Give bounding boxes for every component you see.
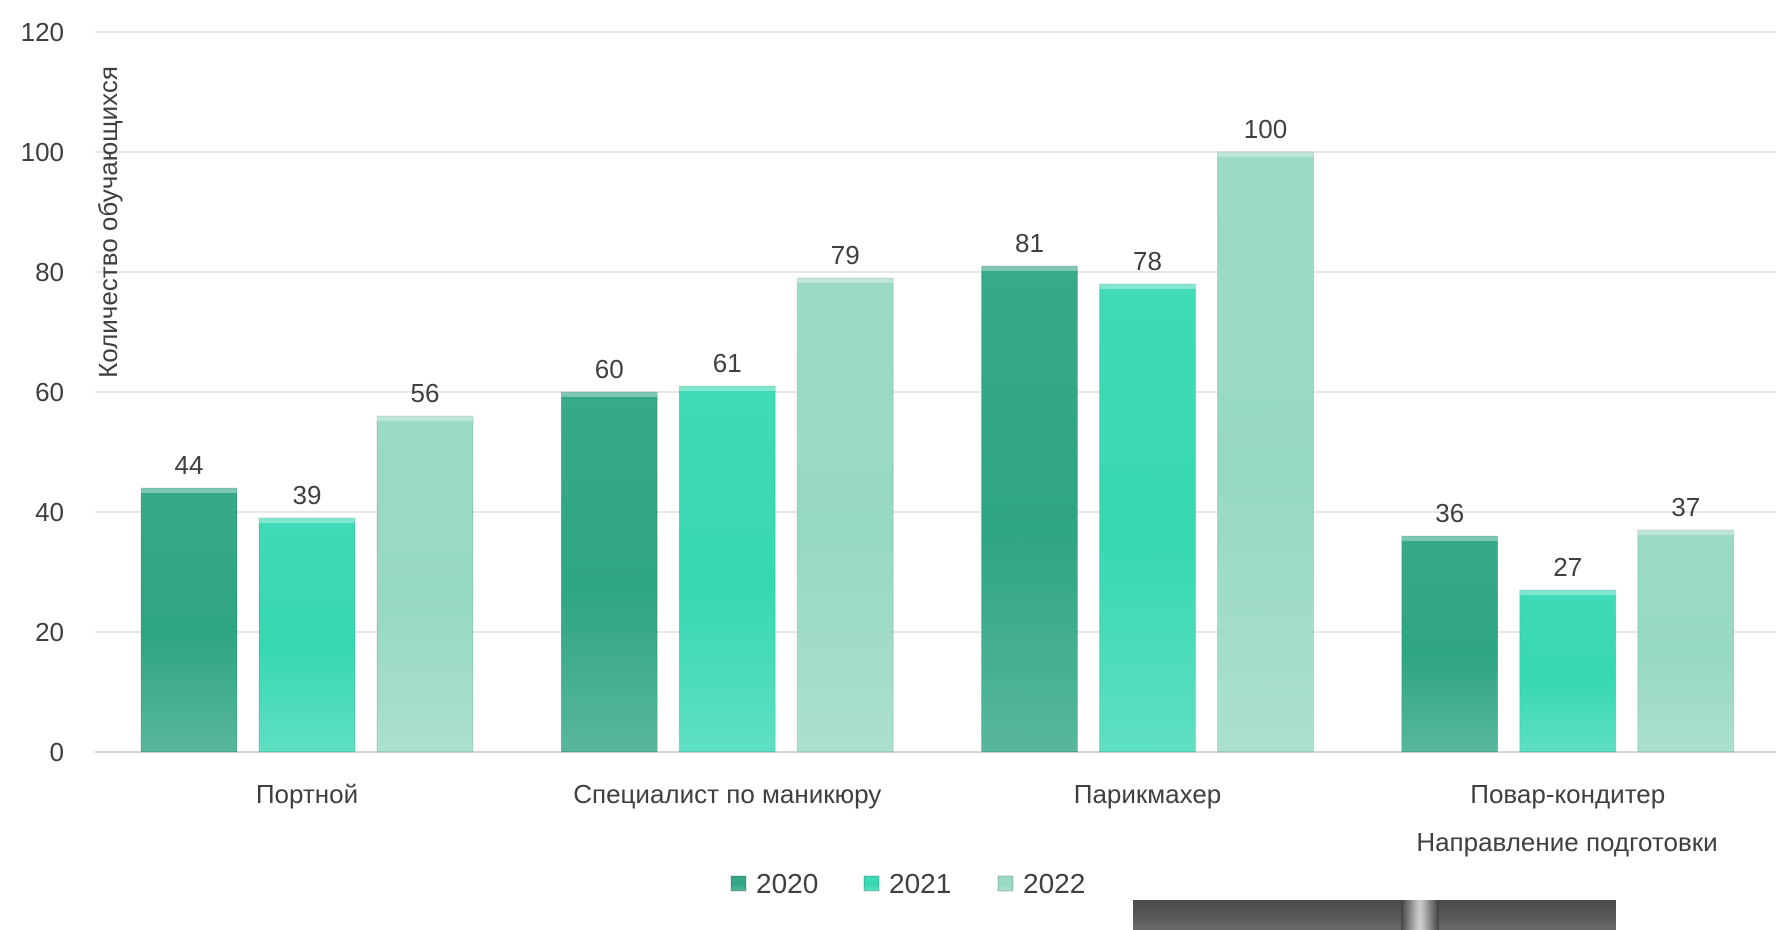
data-label: 81 — [1015, 228, 1044, 258]
bar-2022 — [796, 277, 894, 753]
bar-2022 — [1637, 529, 1735, 753]
y-tick-label: 80 — [35, 257, 64, 287]
legend-swatch — [997, 875, 1014, 892]
data-label: 37 — [1671, 492, 1700, 522]
data-label: 44 — [175, 450, 204, 480]
bar-2021 — [258, 517, 356, 753]
bar-bevel — [1519, 590, 1616, 595]
x-axis-title: Направление подготовки — [1416, 827, 1717, 857]
data-label: 56 — [411, 378, 440, 408]
bars — [140, 151, 1735, 753]
data-label: 100 — [1244, 114, 1287, 144]
data-label: 27 — [1553, 552, 1582, 582]
legend-swatch — [863, 875, 880, 892]
bar-bevel — [1217, 152, 1314, 157]
bar-bevel — [1637, 530, 1734, 535]
bar-2020 — [140, 487, 238, 753]
gridlines — [95, 31, 1776, 753]
y-tick-label: 100 — [21, 137, 64, 167]
x-category-label: Парикмахер — [1074, 779, 1221, 809]
y-axis-title: Количество обучающихся — [93, 66, 123, 378]
bar-bevel — [377, 416, 473, 421]
bar-2020 — [1401, 535, 1499, 753]
x-axis-categories: Портной Специалист по маникюру Парикмахер П… — [256, 779, 1665, 809]
bar-bevel — [1401, 536, 1498, 541]
bar-2020 — [981, 265, 1078, 753]
legend-label: 2022 — [1023, 868, 1085, 899]
bar-bevel — [797, 278, 894, 283]
data-label: 79 — [831, 240, 860, 270]
legend-label: 2020 — [756, 868, 818, 899]
legend-swatch — [730, 875, 747, 892]
bar-2021 — [678, 385, 776, 753]
bar-bevel — [679, 386, 776, 391]
data-labels: 44 39 56 60 61 79 81 78 100 36 27 37 — [175, 114, 1701, 582]
y-tick-label: 20 — [35, 617, 64, 647]
y-tick-label: 0 — [50, 737, 64, 767]
bar-bevel — [141, 488, 237, 493]
y-tick-label: 40 — [35, 497, 64, 527]
bar-2021 — [1099, 283, 1196, 753]
y-tick-label: 120 — [21, 17, 64, 47]
y-tick-label: 60 — [35, 377, 64, 407]
data-label: 36 — [1435, 498, 1464, 528]
data-label: 39 — [293, 480, 322, 510]
bar-bevel — [1099, 284, 1196, 289]
x-category-label: Портной — [256, 779, 358, 809]
data-label: 60 — [595, 354, 624, 384]
photo-light — [1401, 900, 1439, 930]
x-category-label: Повар-кондитер — [1470, 779, 1665, 809]
bar-2021 — [1519, 589, 1617, 753]
x-category-label: Специалист по маникюру — [573, 779, 881, 809]
data-label: 78 — [1133, 246, 1162, 276]
bar-2020 — [560, 391, 658, 753]
photo-fragment — [1133, 900, 1616, 930]
bar-2022 — [1217, 151, 1314, 753]
y-axis-ticks: 0 20 40 60 80 100 120 — [21, 17, 64, 767]
bar-bevel — [561, 392, 658, 397]
data-label: 61 — [713, 348, 742, 378]
legend-label: 2021 — [889, 868, 951, 899]
bar-2022 — [376, 415, 474, 753]
bar-bevel — [981, 266, 1078, 271]
bar-bevel — [259, 518, 355, 523]
legend: 2020 2021 2022 — [730, 868, 1085, 899]
